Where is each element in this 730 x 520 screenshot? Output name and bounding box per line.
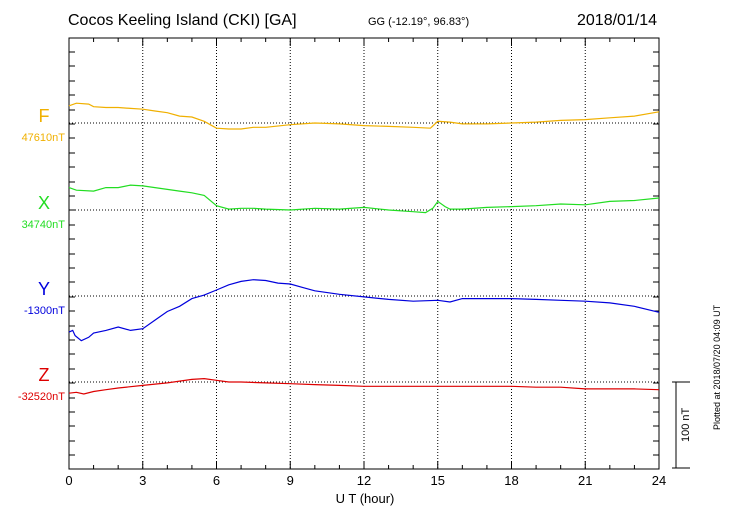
series-line-f	[68, 102, 660, 130]
x-tick-label: 18	[504, 473, 518, 488]
x-tick-label: 21	[578, 473, 592, 488]
chart-date: 2018/01/14	[577, 12, 658, 29]
series-name-f: F	[39, 106, 50, 126]
series-name-z: Z	[39, 365, 50, 385]
x-axis-label: U T (hour)	[335, 491, 395, 506]
series-baseline-x: 34740nT	[22, 219, 66, 231]
plotted-timestamp: Plotted at 2018/07/20 04:09 UT	[712, 304, 722, 430]
series-name-y: Y	[38, 279, 50, 299]
series-baseline-z: -32520nT	[18, 391, 65, 403]
x-tick-label: 15	[431, 473, 445, 488]
x-tick-label: 9	[287, 473, 294, 488]
x-tick-label: 0	[65, 473, 72, 488]
series-line-x	[68, 184, 660, 214]
series-baseline-f: 47610nT	[22, 132, 66, 144]
x-tick-label: 12	[357, 473, 371, 488]
series-name-x: X	[38, 193, 50, 213]
chart-title: Cocos Keeling Island (CKI) [GA]	[68, 12, 297, 29]
series-baseline-y: -1300nT	[24, 305, 65, 317]
geo-coordinates: GG (-12.19°, 96.83°)	[368, 16, 470, 28]
x-tick-label: 6	[213, 473, 220, 488]
x-tick-label: 24	[652, 473, 666, 488]
scale-bar-label: 100 nT	[680, 407, 692, 442]
series-line-y	[68, 279, 660, 342]
series-line-z	[68, 377, 660, 395]
x-tick-label: 3	[139, 473, 146, 488]
